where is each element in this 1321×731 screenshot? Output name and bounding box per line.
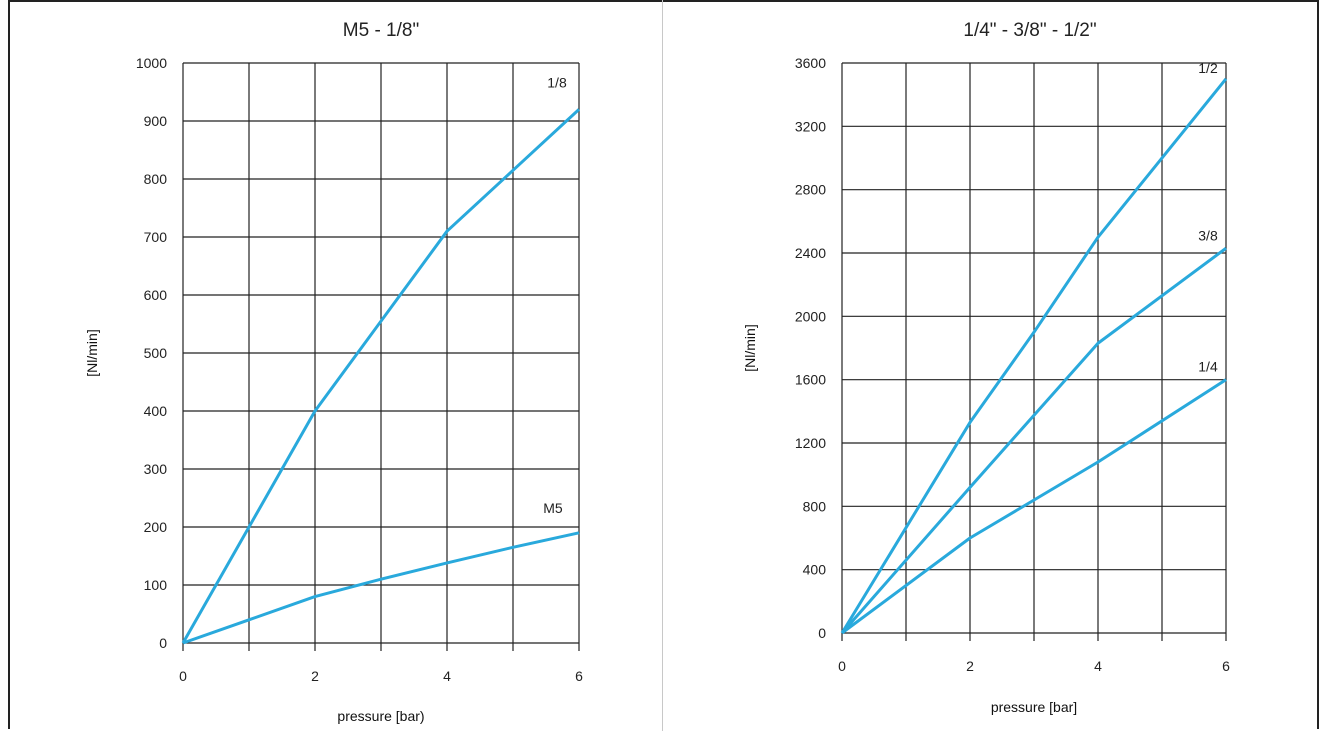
figure-frame [8, 0, 1319, 729]
chart2-xtick-label: 4 [1094, 658, 1102, 674]
chart2-yaxis-label: [Nl/min] [742, 324, 758, 371]
chart2-series-line [840, 77, 1228, 634]
chart2-ytick-label: 1600 [795, 372, 826, 388]
chart1-xtick-label: 0 [179, 668, 187, 684]
chart1-ytick-label: 600 [144, 287, 168, 303]
chart2-series-label: 3/8 [1198, 227, 1218, 243]
chart2-ytick-label: 3600 [795, 55, 826, 71]
chart2-xaxis-label: pressure [bar] [991, 699, 1077, 715]
chart1-xaxis-label: pressure [bar) [337, 708, 424, 724]
chart1-ytick-label: 0 [159, 635, 167, 651]
chart1-xtick-label: 4 [443, 668, 451, 684]
chart1-ytick-label: 1000 [136, 55, 167, 71]
chart1-ytick-label: 900 [144, 113, 168, 129]
chart1-xtick-label: 6 [575, 668, 583, 684]
chart2-ytick-label: 800 [803, 498, 827, 514]
chart1-ytick-label: 500 [144, 345, 168, 361]
chart1-ytick-label: 100 [144, 577, 168, 593]
panel-divider [662, 0, 663, 731]
chart2-ytick-label: 1200 [795, 435, 826, 451]
chart2-xtick-label: 6 [1222, 658, 1230, 674]
chart2-xtick-label: 0 [838, 658, 846, 674]
frame-top-border [8, 0, 1319, 2]
chart1-yaxis-label: [Nl/min] [84, 329, 100, 376]
chart1-ytick-label: 400 [144, 403, 168, 419]
chart2-ytick-label: 0 [818, 625, 826, 641]
chart1-series-label: 1/8 [547, 74, 567, 90]
chart1-series-line [182, 531, 580, 645]
chart1-ytick-label: 700 [144, 229, 168, 245]
chart2-series-label: 1/2 [1198, 60, 1218, 76]
chart2-ytick-label: 2800 [795, 182, 826, 198]
chart2-series-line [841, 378, 1227, 635]
chart2-ytick-label: 400 [803, 562, 827, 578]
chart1-ytick-label: 300 [144, 461, 168, 477]
chart1-xtick-label: 2 [311, 668, 319, 684]
chart2-xtick-label: 2 [966, 658, 974, 674]
chart1-ytick-label: 800 [144, 171, 168, 187]
chart2-ytick-label: 2400 [795, 245, 826, 261]
chart2-title: 1/4" - 3/8" - 1/2" [963, 20, 1096, 41]
chart2-ytick-label: 2000 [795, 308, 826, 324]
chart2-ytick-label: 3200 [795, 118, 826, 134]
chart2-series-line [840, 247, 1227, 634]
chart1-series-line [181, 108, 581, 644]
chart1-series-label: M5 [543, 500, 563, 516]
chart1-title: M5 - 1/8" [343, 20, 419, 41]
chart2-series-label: 1/4 [1198, 359, 1218, 375]
chart1-ytick-label: 200 [144, 519, 168, 535]
